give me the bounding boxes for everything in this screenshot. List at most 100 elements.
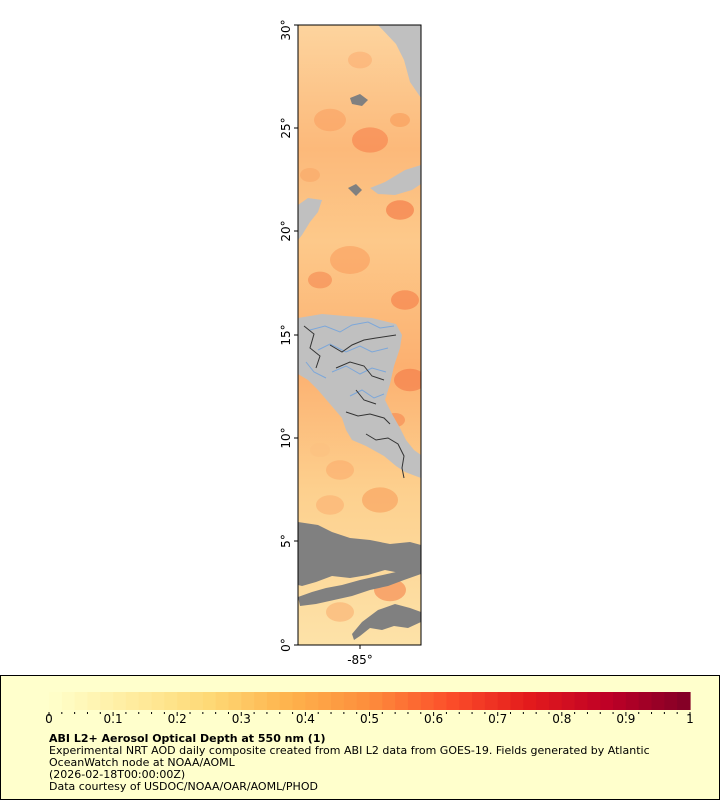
- legend-title: ABI L2+ Aerosol Optical Depth at 550 nm …: [49, 732, 326, 745]
- colorbar-label: 0.5: [360, 712, 379, 726]
- colorbar: 0 0.1 0.2 0.3 0.4 0.5 0.6 0.7 0.8 0.9 1: [45, 692, 694, 726]
- nodata-band-1: [298, 522, 421, 586]
- colorbar-cell: [407, 692, 422, 710]
- colorbar-label: 0.2: [168, 712, 187, 726]
- colorbar-cell: [151, 692, 165, 710]
- colorbar-label: 0.7: [488, 712, 507, 726]
- colorbar-cell: [625, 692, 640, 710]
- aod-patch: [314, 108, 346, 132]
- colorbar-cell: [446, 692, 460, 710]
- colorbar-cell: [433, 692, 448, 710]
- aod-patch: [326, 602, 354, 622]
- colorbar-cell: [343, 692, 358, 710]
- lat-tick-0: 0°: [279, 638, 293, 652]
- colorbar-cell: [125, 692, 140, 710]
- colorbar-cell: [484, 692, 499, 710]
- colorbar-cell: [600, 692, 614, 710]
- colorbar-cell: [164, 692, 178, 710]
- colorbar-cell: [510, 692, 524, 710]
- aod-patch: [326, 460, 354, 480]
- map-figure: 0° 5° 10° 15° 20° 25° 30° -85°: [279, 19, 426, 667]
- aod-patch: [310, 443, 330, 457]
- colorbar-label: 0.8: [552, 712, 571, 726]
- aod-patch: [362, 487, 398, 513]
- land-central-america: [298, 314, 421, 478]
- aod-patch: [316, 495, 344, 515]
- nodata-band-2: [298, 568, 421, 606]
- aod-patch: [386, 200, 414, 220]
- lat-tick-25: 25°: [279, 117, 293, 138]
- colorbar-cell: [74, 692, 89, 710]
- colorbar-cell: [61, 692, 76, 710]
- colorbar-cell: [651, 692, 665, 710]
- country-borders: [303, 325, 405, 479]
- aod-patch: [352, 127, 388, 153]
- colorbar-cell: [266, 692, 281, 710]
- nodata-patch-3: [352, 604, 421, 640]
- colorbar-label: 0.4: [296, 712, 315, 726]
- colorbar-cell: [113, 692, 127, 710]
- legend-description: Experimental NRT AOD daily composite cre…: [49, 744, 650, 769]
- aod-patch: [390, 113, 410, 127]
- colorbar-cell: [382, 692, 396, 710]
- colorbar-cell: [369, 692, 383, 710]
- aod-patch: [394, 368, 421, 392]
- colorbar-cell: [459, 692, 473, 710]
- colorbar-cell: [190, 692, 204, 710]
- colorbar-label: 0.1: [104, 712, 123, 726]
- lat-tick-20: 20°: [279, 220, 293, 241]
- lon-tick-85w: -85°: [347, 653, 373, 667]
- colorbar-cell: [497, 692, 512, 710]
- colorbar-cell: [574, 692, 589, 710]
- colorbar-labels: 0 0.1 0.2 0.3 0.4 0.5 0.6 0.7 0.8 0.9 1: [45, 712, 694, 726]
- colorbar-cell: [177, 692, 191, 710]
- colorbar-cell: [664, 692, 678, 710]
- colorbar-cell: [318, 692, 332, 710]
- colorbar-cell: [395, 692, 409, 710]
- colorbar-label: 0: [45, 712, 53, 726]
- rivers: [305, 321, 395, 399]
- lat-tick-10: 10°: [279, 427, 293, 448]
- colorbar-cell: [472, 692, 486, 710]
- colorbar-label: 1: [686, 712, 694, 726]
- lat-tick-30: 30°: [279, 19, 293, 40]
- colorbar-cell: [638, 692, 653, 710]
- colorbar-label: 0.6: [424, 712, 443, 726]
- legend-time: (2026-02-18T00:00:00Z): [49, 768, 186, 781]
- colorbar-cell: [331, 692, 345, 710]
- aod-map-area[interactable]: [298, 25, 426, 645]
- nodata-patch-5: [348, 184, 362, 196]
- legend-panel: 0 0.1 0.2 0.3 0.4 0.5 0.6 0.7 0.8 0.9 1 ABI L2+ Ae…: [0, 675, 720, 800]
- colorbar-cell: [215, 692, 230, 710]
- colorbar-label: 0.9: [616, 712, 635, 726]
- colorbar-cell: [305, 692, 319, 710]
- colorbar-cell: [292, 692, 306, 710]
- colorbar-cell: [49, 692, 63, 710]
- aod-patch: [308, 271, 332, 289]
- colorbar-cell: [677, 692, 691, 710]
- colorbar-cell: [420, 692, 435, 710]
- colorbar-cell: [536, 692, 550, 710]
- nodata-patch-4: [350, 94, 368, 106]
- colorbar-cells: [49, 692, 691, 710]
- colorbar-cell: [561, 692, 576, 710]
- colorbar-ticks: [48, 712, 691, 716]
- aod-patch: [300, 168, 320, 182]
- colorbar-cell: [100, 692, 114, 710]
- lat-tick-5: 5°: [279, 534, 293, 548]
- land-florida-yucatan: [370, 165, 421, 195]
- legend-credit: Data courtesy of USDOC/NOAA/OAR/AOML/PHO…: [49, 780, 318, 793]
- aod-patch: [348, 51, 372, 69]
- colorbar-cell: [356, 692, 371, 710]
- colorbar-cell: [523, 692, 537, 710]
- colorbar-cell: [548, 692, 563, 710]
- colorbar-cell: [254, 692, 268, 710]
- colorbar-cell: [587, 692, 601, 710]
- colorbar-cell: [87, 692, 101, 710]
- colorbar-cell: [279, 692, 294, 710]
- colorbar-cell: [228, 692, 242, 710]
- aod-patch: [391, 290, 419, 310]
- aod-patch: [330, 246, 370, 274]
- colorbar-cell: [613, 692, 627, 710]
- colorbar-cell: [202, 692, 217, 710]
